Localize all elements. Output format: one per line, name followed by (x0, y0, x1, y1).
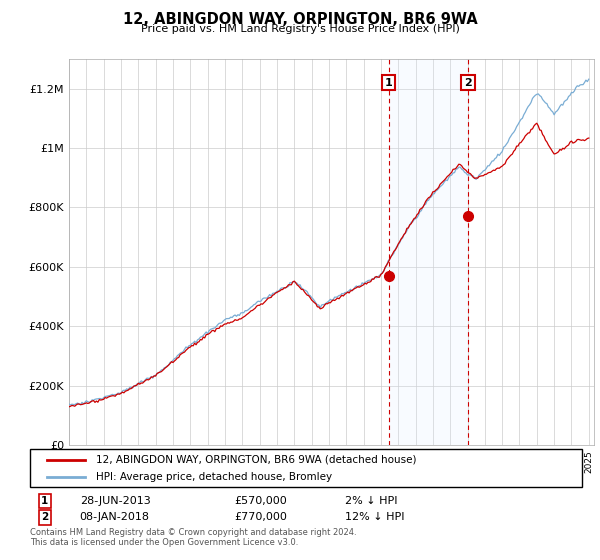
Text: 2% ↓ HPI: 2% ↓ HPI (344, 496, 397, 506)
Text: 1: 1 (41, 496, 48, 506)
Text: 12, ABINGDON WAY, ORPINGTON, BR6 9WA (detached house): 12, ABINGDON WAY, ORPINGTON, BR6 9WA (de… (96, 455, 417, 465)
Text: 28-JUN-2013: 28-JUN-2013 (80, 496, 151, 506)
Bar (389, 59, 468, 445)
Text: 2: 2 (41, 512, 48, 522)
Text: £570,000: £570,000 (234, 496, 287, 506)
Text: 12, ABINGDON WAY, ORPINGTON, BR6 9WA: 12, ABINGDON WAY, ORPINGTON, BR6 9WA (122, 12, 478, 27)
Text: Price paid vs. HM Land Registry's House Price Index (HPI): Price paid vs. HM Land Registry's House … (140, 24, 460, 34)
Text: 2: 2 (464, 78, 472, 87)
Text: £770,000: £770,000 (234, 512, 287, 522)
Text: 12% ↓ HPI: 12% ↓ HPI (344, 512, 404, 522)
Text: 1: 1 (385, 78, 392, 87)
Text: HPI: Average price, detached house, Bromley: HPI: Average price, detached house, Brom… (96, 472, 332, 482)
Text: Contains HM Land Registry data © Crown copyright and database right 2024.
This d: Contains HM Land Registry data © Crown c… (30, 528, 356, 548)
Text: 08-JAN-2018: 08-JAN-2018 (80, 512, 149, 522)
